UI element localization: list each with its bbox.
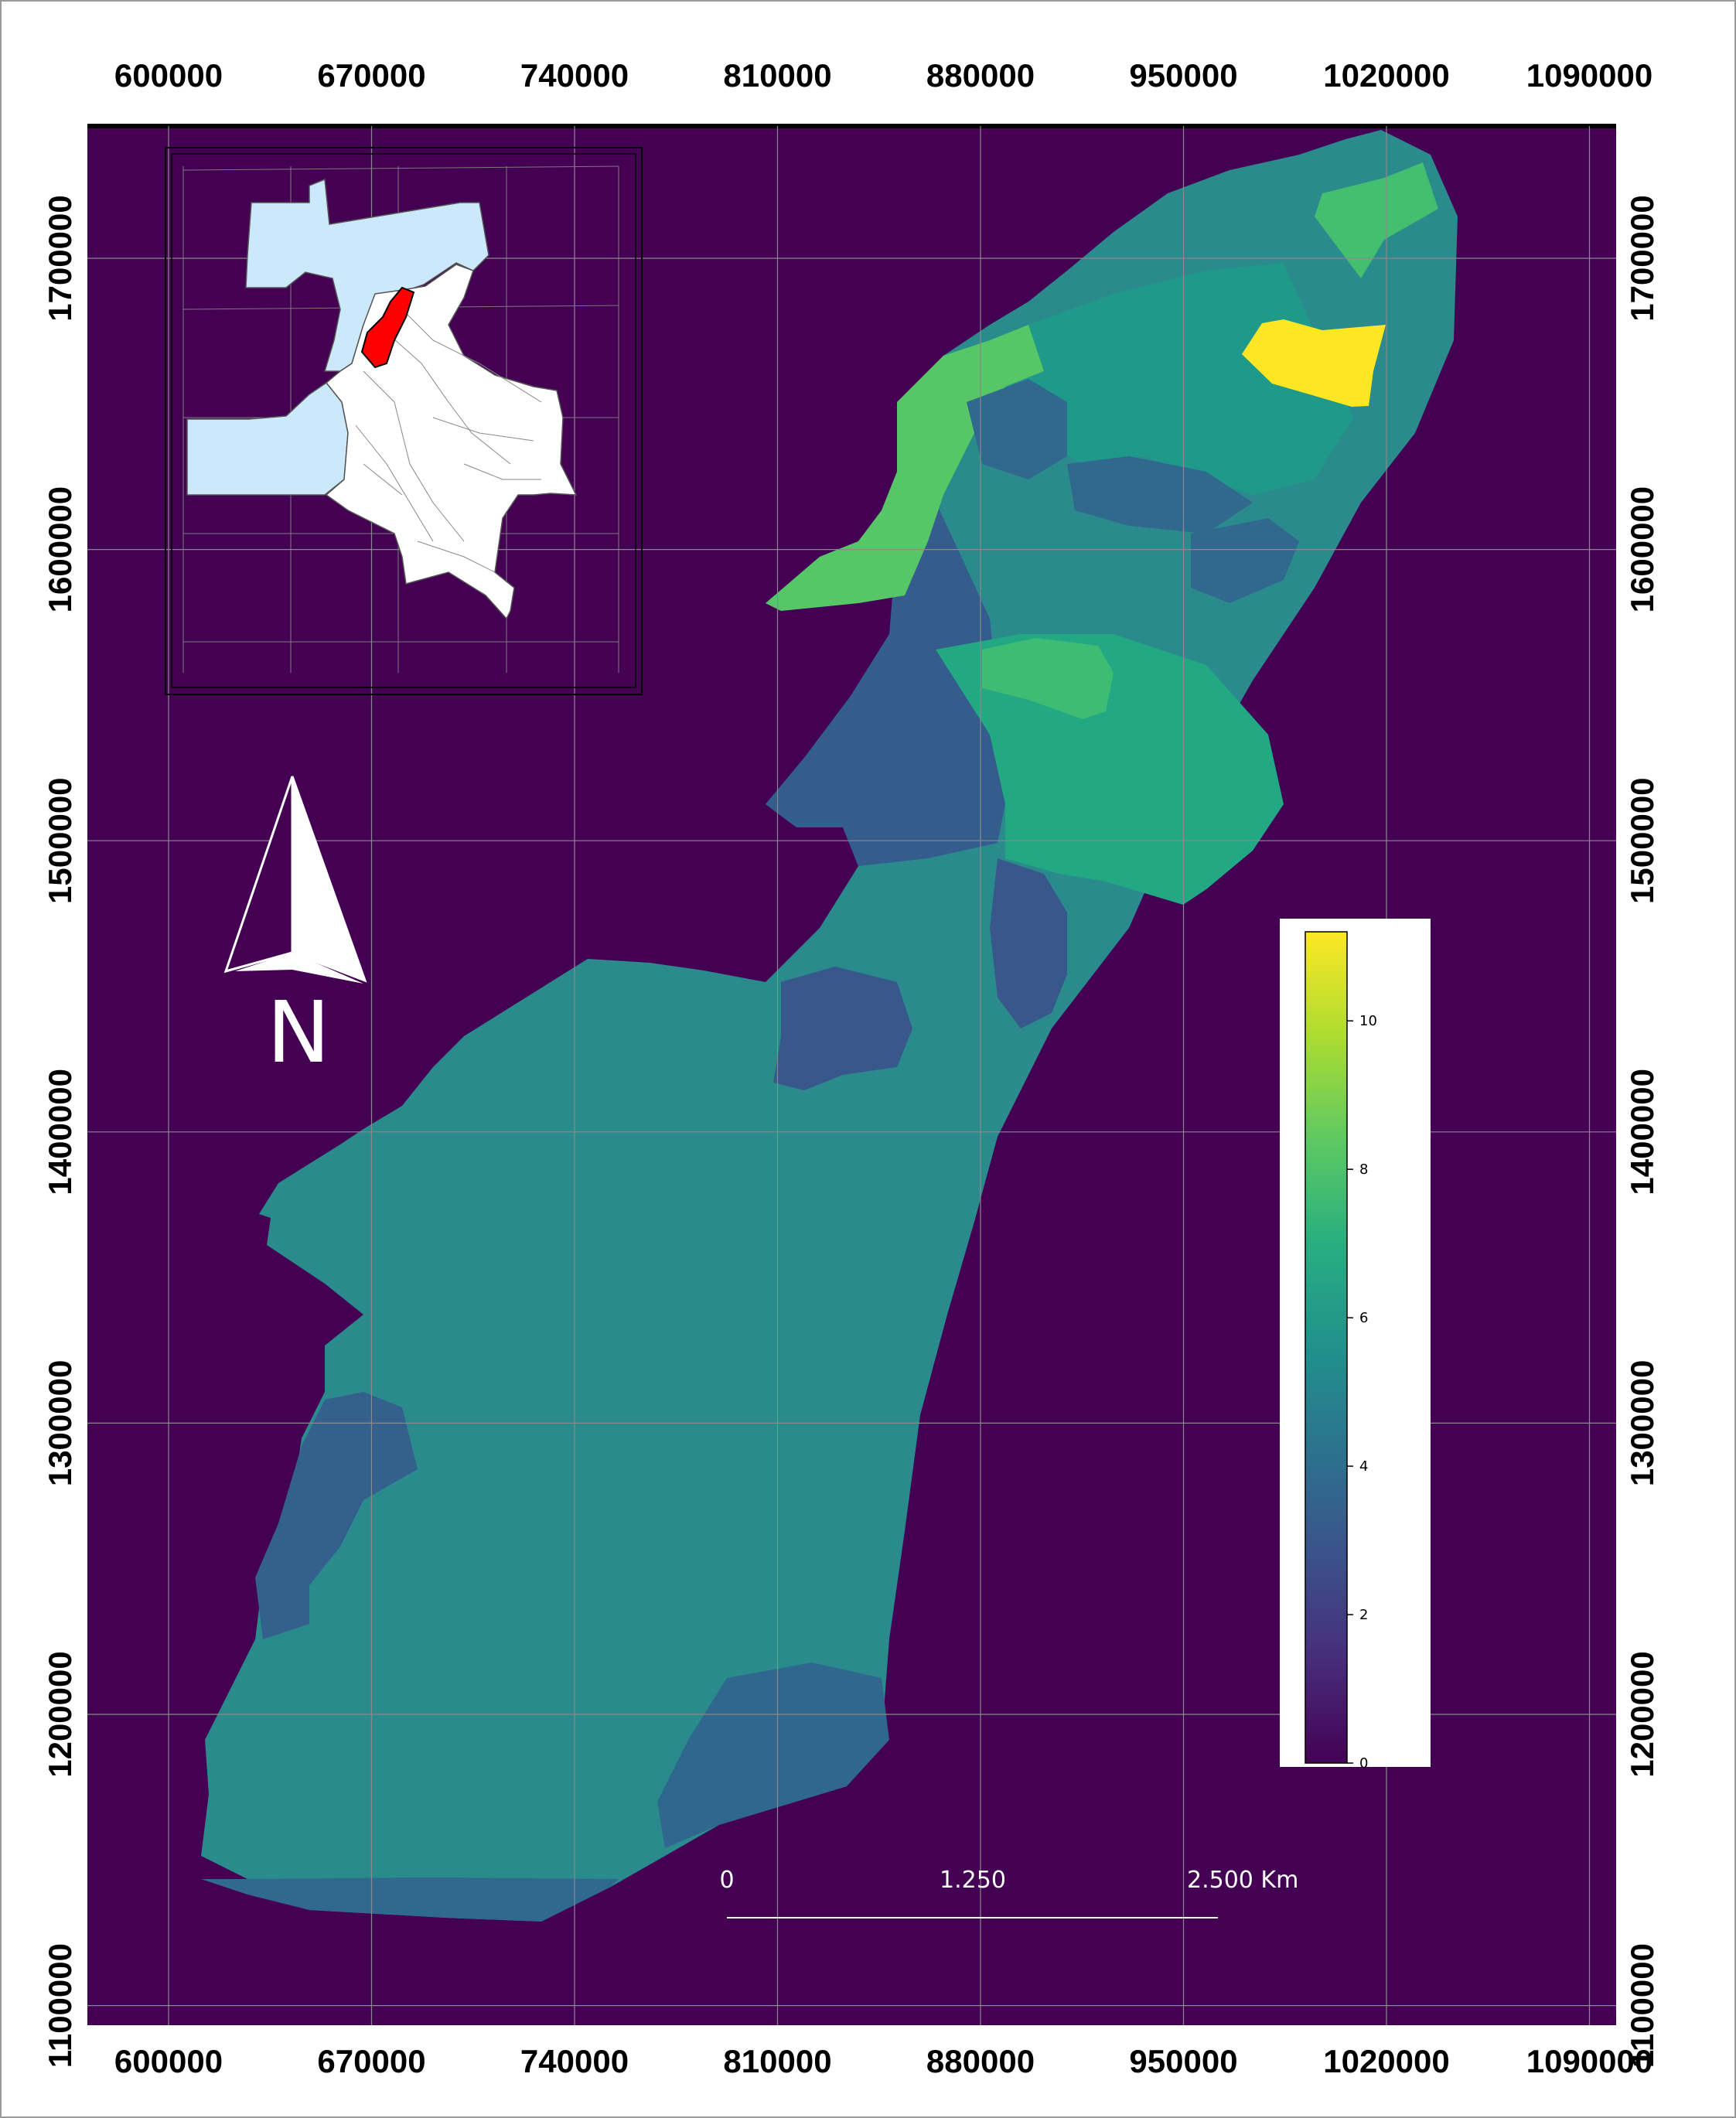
y-tick-label-left: 1100000	[42, 1943, 78, 2068]
region-north-central	[1005, 263, 1353, 495]
x-tick-label-top: 1020000	[1323, 57, 1450, 94]
y-tick-label-right: 1400000	[1624, 1069, 1660, 1195]
inset-highlight-region	[360, 286, 415, 369]
x-tick-label-bottom: 670000	[317, 2043, 425, 2079]
x-tick-label-bottom: 600000	[114, 2043, 223, 2079]
y-tick-label-left: 1500000	[42, 777, 78, 904]
scale-label-1250: 1.250	[940, 1867, 1006, 1894]
north-label: N	[267, 983, 330, 1082]
x-tick-label-top: 810000	[723, 57, 831, 94]
y-tick-label-left: 1400000	[42, 1069, 78, 1195]
x-tick-label-bottom: 1020000	[1323, 2043, 1450, 2079]
region-north-patch-2	[1067, 456, 1253, 534]
region-northeast-tip	[1315, 162, 1438, 278]
legend-tick-label: 6	[1359, 1310, 1368, 1326]
inset-outer-frame	[165, 147, 643, 695]
y-tick-label-right: 1700000	[1624, 195, 1660, 322]
legend-colorbar	[1305, 931, 1348, 1764]
scale-label-0: 0	[719, 1867, 734, 1894]
region-mid-band	[936, 634, 1284, 905]
scale-label-2500: 2.500 Km	[1187, 1867, 1298, 1894]
x-tick-label-top: 670000	[317, 57, 425, 94]
legend: 0 2 4 6 8 10	[1280, 919, 1431, 1772]
region-southwest-strip	[255, 1392, 418, 1639]
legend-tick-label: 2	[1359, 1607, 1368, 1623]
region-layer	[201, 130, 1458, 1922]
tick-labels: 6000006000006700006700007400007400008100…	[42, 57, 1660, 2079]
y-tick-label-left: 1700000	[42, 195, 78, 322]
x-tick-label-bottom: 950000	[1129, 2043, 1237, 2079]
region-south-lobe	[201, 1878, 619, 1922]
north-arrow-right-half	[291, 776, 367, 983]
legend-tick-label: 4	[1359, 1458, 1368, 1475]
legend-box	[1280, 919, 1431, 1767]
region-central-strip	[773, 967, 912, 1090]
inset-inner-frame	[171, 153, 636, 688]
y-tick-label-left: 1200000	[42, 1651, 78, 1778]
legend-tick-label: 8	[1359, 1161, 1368, 1178]
y-tick-label-right: 1200000	[1624, 1651, 1660, 1778]
x-tick-label-top: 1090000	[1526, 57, 1653, 94]
legend-tick-label: 0	[1359, 1755, 1368, 1772]
y-tick-label-right: 1300000	[1624, 1360, 1660, 1487]
region-southeast-lobe	[657, 1663, 889, 1848]
region-north-patch-3	[1191, 518, 1299, 603]
inset-internal-boundaries	[355, 309, 542, 573]
north-arrow-base	[235, 953, 363, 984]
region-central-strip-2	[990, 858, 1067, 1028]
x-tick-label-bottom: 1090000	[1526, 2043, 1653, 2079]
scale-bar: 0 1.250 2.500 Km	[719, 1867, 1298, 1918]
x-tick-label-top: 950000	[1129, 57, 1237, 94]
x-tick-label-top: 600000	[114, 57, 223, 94]
y-tick-label-right: 1500000	[1624, 777, 1660, 904]
legend-tick-label: 10	[1359, 1013, 1377, 1029]
x-tick-label-bottom: 740000	[520, 2043, 629, 2079]
region-northeast-peak	[1242, 319, 1386, 407]
region-central-west	[766, 418, 1005, 866]
y-tick-label-right: 1100000	[1624, 1943, 1660, 2068]
region-north-patch	[967, 379, 1067, 479]
inset-map	[165, 147, 643, 695]
x-tick-label-bottom: 880000	[926, 2043, 1035, 2079]
x-tick-label-top: 740000	[520, 57, 629, 94]
legend-ticks: 0 2 4 6 8 10	[1347, 1013, 1377, 1772]
y-tick-label-left: 1600000	[42, 486, 78, 613]
x-tick-label-top: 880000	[926, 57, 1035, 94]
x-tick-label-bottom: 810000	[723, 2043, 831, 2079]
region-mid-band-light	[982, 638, 1114, 719]
north-arrow-icon: N	[223, 776, 367, 1082]
y-tick-label-left: 1300000	[42, 1360, 78, 1487]
y-tick-label-right: 1600000	[1624, 486, 1660, 613]
